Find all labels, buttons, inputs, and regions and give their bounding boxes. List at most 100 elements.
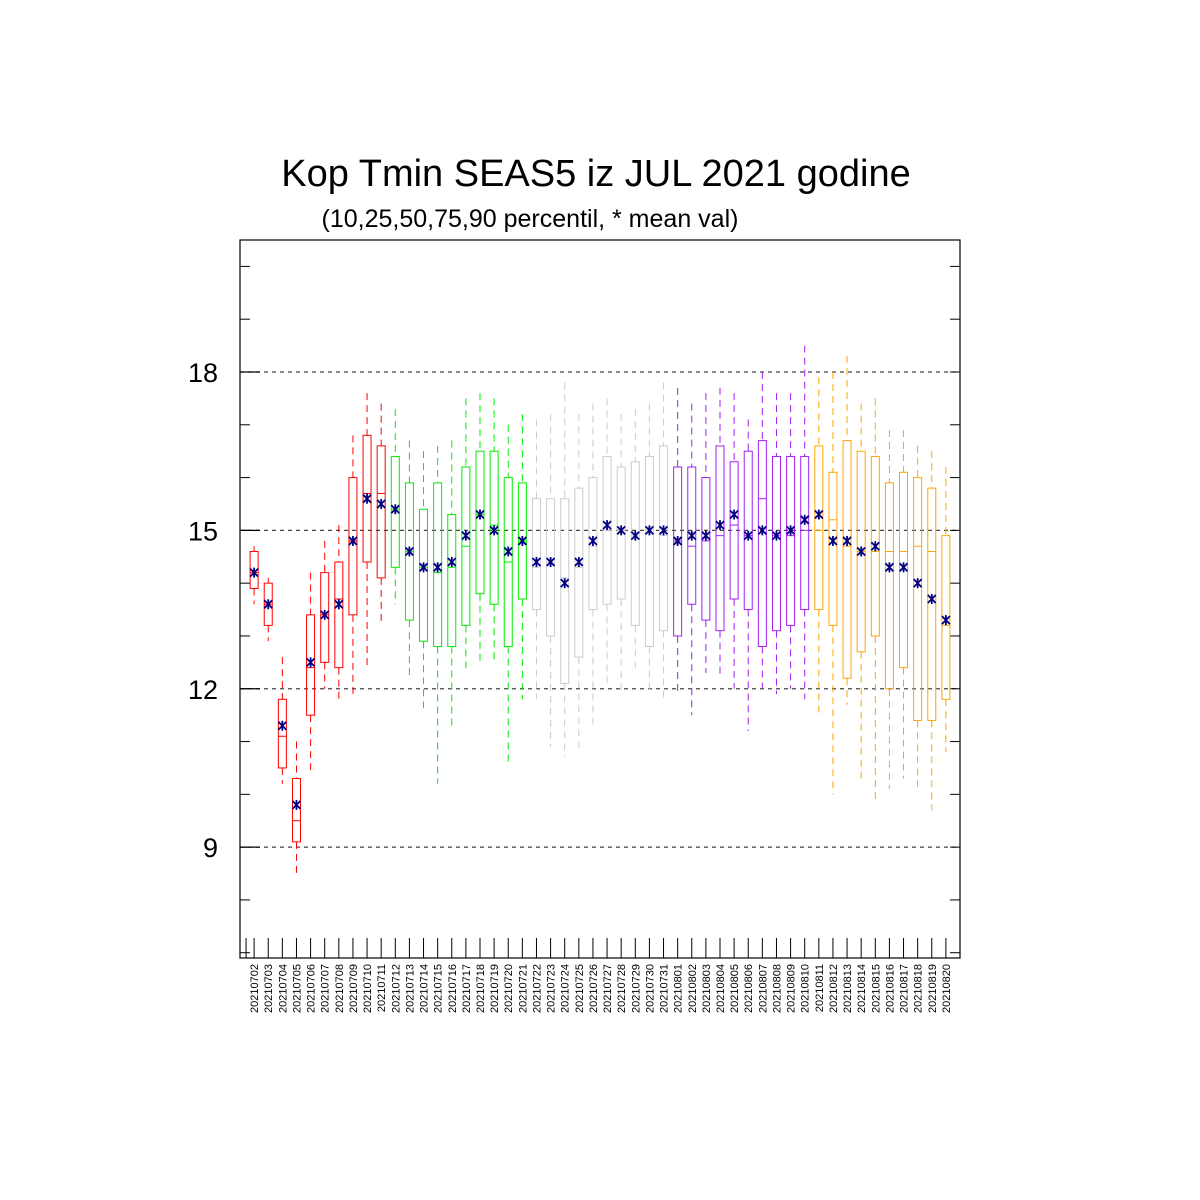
iqr-box	[489, 450, 499, 605]
x-tick-label: 20210710	[362, 964, 374, 1013]
iqr-box	[433, 482, 443, 648]
x-tick-label: 20210731	[659, 964, 671, 1013]
box-20210714	[419, 451, 429, 710]
mean-marker-20210815	[870, 541, 880, 552]
mean-marker-20210714	[418, 562, 429, 573]
box-20210706	[306, 572, 316, 774]
box-20210820	[941, 467, 951, 753]
x-tick-label: 20210718	[475, 964, 487, 1013]
box-20210716	[447, 440, 457, 726]
box-20210724	[560, 382, 570, 758]
iqr-box	[531, 498, 541, 611]
mean-marker-20210810	[800, 514, 810, 525]
box-20210726	[588, 403, 598, 726]
iqr-box	[447, 514, 457, 648]
chart-title: Kop Tmin SEAS5 iz JUL 2021 godine	[281, 153, 911, 195]
gridlines	[240, 371, 960, 848]
iqr-box	[546, 498, 556, 637]
x-tick-label: 20210705	[291, 964, 303, 1013]
x-tick-label: 20210707	[320, 964, 332, 1013]
mean-marker-20210801	[673, 535, 683, 546]
y-axis: 9 12 15 18	[188, 265, 960, 954]
box-20210803	[701, 393, 711, 673]
mean-marker-20210808	[771, 530, 782, 541]
x-tick-label: 20210721	[517, 964, 529, 1013]
plot-frame	[239, 239, 961, 959]
mean-marker-20210727	[602, 520, 612, 531]
mean-marker-20210806	[743, 530, 753, 541]
mean-marker-20210704	[277, 720, 287, 731]
x-tick-label: 20210709	[348, 964, 360, 1013]
x-tick-label: 20210727	[602, 964, 614, 1013]
x-tick-label: 20210808	[771, 964, 783, 1013]
iqr-box	[560, 498, 570, 684]
box-20210704	[277, 657, 287, 784]
mean-marker-20210805	[729, 509, 739, 520]
mean-marker-20210726	[588, 535, 598, 546]
box-20210715	[433, 445, 443, 784]
mean-marker-20210718	[475, 509, 485, 520]
box-20210816	[884, 430, 894, 790]
iqr-box	[334, 561, 344, 669]
mean-marker-20210814	[856, 546, 866, 557]
x-axis: 20210702 20210703 20210704 20210705 20210706…	[245, 938, 953, 1013]
mean-marker-20210710	[362, 493, 372, 504]
mean-marker-20210809	[785, 525, 796, 536]
mean-marker-20210722	[531, 557, 542, 568]
mean-marker-20210708	[334, 599, 344, 610]
iqr-box	[800, 455, 810, 611]
x-tick-label: 20210720	[503, 964, 515, 1013]
box-20210817	[899, 430, 909, 779]
iqr-box	[757, 440, 767, 648]
iqr-box	[419, 508, 429, 642]
mean-marker-20210712	[390, 504, 400, 515]
box-20210818	[913, 445, 923, 790]
mean-marker-20210811	[814, 509, 824, 520]
x-tick-label: 20210802	[687, 964, 699, 1013]
iqr-box	[306, 614, 316, 716]
iqr-box	[588, 477, 598, 611]
mean-marker-20210721	[517, 535, 527, 546]
mean-marker-20210720	[503, 546, 513, 557]
iqr-box	[913, 477, 923, 721]
mean-marker-20210813	[842, 535, 852, 546]
mean-marker-20210706	[305, 657, 316, 668]
x-tick-label: 20210715	[433, 964, 445, 1013]
box-20210805	[729, 393, 739, 689]
box-20210809	[786, 393, 796, 689]
iqr-box	[630, 461, 640, 626]
iqr-box	[729, 461, 739, 600]
mean-marker-20210807	[757, 525, 767, 536]
x-tick-label: 20210711	[376, 964, 388, 1012]
iqr-box	[941, 535, 951, 700]
x-tick-label: 20210804	[715, 964, 727, 1013]
box-20210814	[856, 403, 866, 779]
mean-marker-20210812	[828, 535, 838, 546]
x-tick-label: 20210810	[800, 964, 812, 1013]
mean-marker-20210818	[913, 578, 923, 589]
x-tick-label: 20210708	[334, 964, 346, 1013]
x-tick-label: 20210805	[729, 964, 741, 1013]
x-tick-label: 20210724	[560, 964, 572, 1013]
box-20210717	[461, 398, 471, 673]
x-tick-label: 20210712	[390, 964, 402, 1013]
iqr-box	[828, 471, 838, 626]
x-tick-label: 20210728	[616, 964, 628, 1013]
mean-marker-20210725	[574, 557, 584, 568]
box-20210722	[531, 419, 541, 700]
x-tick-label: 20210803	[701, 964, 713, 1013]
x-tick-label: 20210726	[588, 964, 600, 1013]
iqr-box	[362, 434, 372, 563]
mean-marker-20210707	[320, 609, 330, 620]
chart-subtitle: (10,25,50,75,90 percentil, * mean val)	[322, 205, 739, 233]
x-tick-label: 20210811	[814, 964, 826, 1012]
y-tick-label: 12	[188, 675, 218, 705]
mean-marker-20210702	[249, 567, 259, 578]
x-tick-label: 20210730	[644, 964, 656, 1013]
mean-marker-20210730	[644, 525, 655, 536]
iqr-box	[884, 482, 894, 690]
box-20210801	[673, 387, 683, 695]
box-20210807	[757, 371, 767, 689]
box-20210808	[771, 393, 781, 695]
x-tick-label: 20210815	[870, 964, 882, 1013]
